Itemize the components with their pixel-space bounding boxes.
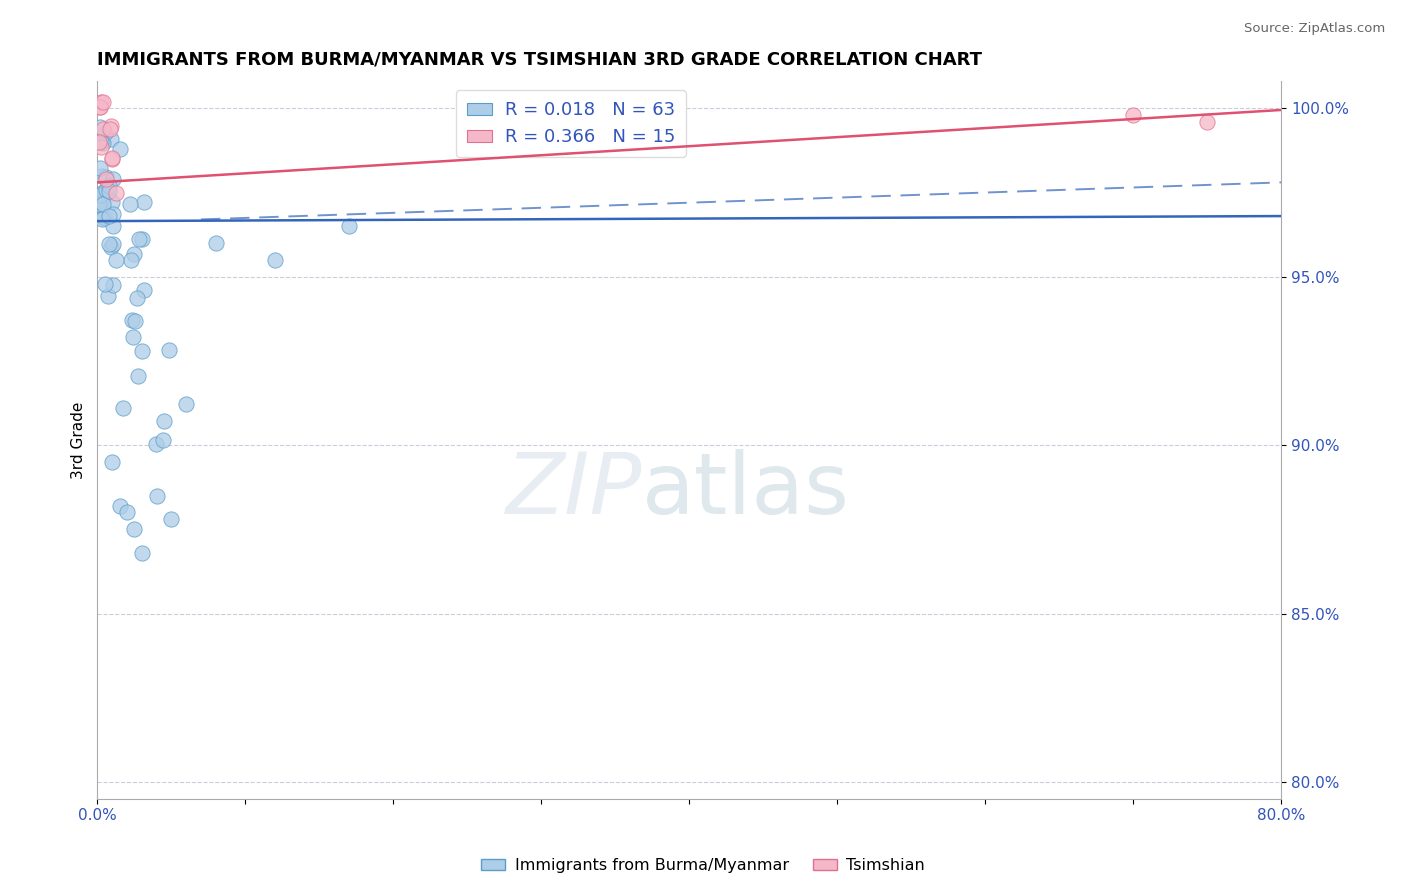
Point bbox=[124, 522, 146, 536]
Point bbox=[100, 119, 122, 133]
Point bbox=[1197, 115, 1219, 129]
Point bbox=[90, 135, 112, 149]
Y-axis label: 3rd Grade: 3rd Grade bbox=[72, 401, 86, 479]
Point bbox=[101, 455, 124, 469]
Point bbox=[100, 132, 122, 146]
Text: atlas: atlas bbox=[643, 449, 849, 532]
Point bbox=[131, 343, 153, 358]
Point bbox=[101, 195, 124, 210]
Point bbox=[108, 499, 131, 513]
Point bbox=[94, 277, 117, 291]
Point bbox=[160, 512, 183, 526]
Point bbox=[128, 232, 150, 246]
Point bbox=[94, 126, 117, 140]
Point bbox=[101, 151, 124, 165]
Point bbox=[96, 186, 118, 201]
Point bbox=[174, 397, 197, 411]
Legend: Immigrants from Burma/Myanmar, Tsimshian: Immigrants from Burma/Myanmar, Tsimshian bbox=[475, 852, 931, 880]
Text: Source: ZipAtlas.com: Source: ZipAtlas.com bbox=[1244, 22, 1385, 36]
Point bbox=[157, 343, 180, 357]
Point bbox=[91, 95, 114, 110]
Point bbox=[100, 122, 122, 136]
Point bbox=[87, 135, 110, 149]
Point bbox=[91, 122, 114, 136]
Point bbox=[204, 235, 226, 250]
Point bbox=[93, 210, 115, 224]
Point bbox=[91, 196, 114, 211]
Point bbox=[125, 291, 148, 305]
Point bbox=[264, 252, 287, 267]
Point bbox=[132, 283, 155, 297]
Point bbox=[103, 278, 125, 293]
Point bbox=[89, 100, 111, 114]
Point bbox=[96, 170, 118, 185]
Point bbox=[115, 506, 138, 520]
Point bbox=[124, 247, 146, 261]
Point bbox=[104, 253, 127, 268]
Point bbox=[89, 120, 111, 134]
Point bbox=[89, 187, 111, 202]
Point bbox=[97, 179, 120, 194]
Point bbox=[100, 240, 122, 254]
Point bbox=[98, 184, 121, 198]
Point bbox=[153, 414, 176, 428]
Text: ZIP: ZIP bbox=[506, 449, 643, 532]
Point bbox=[134, 195, 156, 210]
Point bbox=[89, 161, 111, 175]
Point bbox=[1122, 108, 1144, 122]
Point bbox=[91, 211, 114, 226]
Point bbox=[145, 489, 167, 503]
Point bbox=[121, 330, 143, 344]
Point bbox=[105, 186, 128, 200]
Point bbox=[337, 219, 360, 234]
Point bbox=[96, 183, 118, 197]
Point bbox=[93, 211, 115, 225]
Point bbox=[98, 210, 121, 224]
Point bbox=[90, 140, 112, 154]
Point bbox=[101, 237, 124, 252]
Point bbox=[89, 194, 111, 209]
Point bbox=[90, 194, 112, 209]
Point bbox=[120, 197, 142, 211]
Point bbox=[100, 152, 122, 166]
Point bbox=[87, 197, 110, 211]
Point bbox=[103, 219, 125, 233]
Point bbox=[131, 546, 153, 560]
Point bbox=[96, 171, 118, 186]
Point bbox=[101, 207, 124, 221]
Point bbox=[90, 95, 112, 110]
Point bbox=[108, 142, 131, 156]
Point bbox=[112, 401, 135, 415]
Point bbox=[89, 100, 111, 114]
Point bbox=[131, 232, 153, 246]
Point bbox=[91, 186, 114, 200]
Point bbox=[127, 368, 149, 383]
Point bbox=[124, 314, 146, 328]
Legend: R = 0.018   N = 63, R = 0.366   N = 15: R = 0.018 N = 63, R = 0.366 N = 15 bbox=[456, 90, 686, 157]
Point bbox=[98, 236, 121, 251]
Point bbox=[97, 289, 120, 303]
Point bbox=[93, 136, 115, 150]
Point bbox=[91, 169, 114, 183]
Point bbox=[101, 171, 124, 186]
Point bbox=[120, 252, 142, 267]
Point bbox=[152, 433, 174, 447]
Point bbox=[145, 437, 167, 451]
Point bbox=[121, 313, 143, 327]
Text: IMMIGRANTS FROM BURMA/MYANMAR VS TSIMSHIAN 3RD GRADE CORRELATION CHART: IMMIGRANTS FROM BURMA/MYANMAR VS TSIMSHI… bbox=[97, 51, 983, 69]
